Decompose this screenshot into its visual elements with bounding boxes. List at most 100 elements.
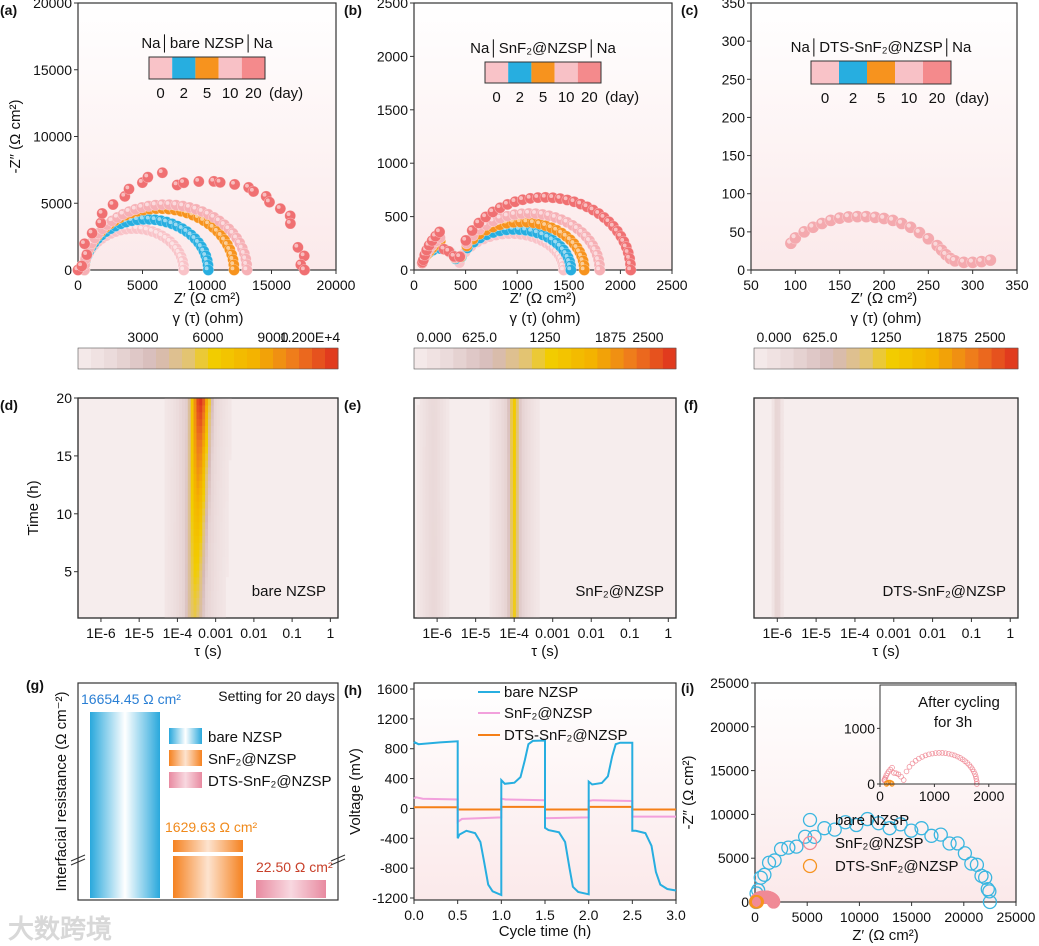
heatmap-cell — [515, 597, 520, 605]
heatmap-cell — [179, 514, 183, 523]
heatmap-cell — [422, 501, 427, 509]
heatmap-cell — [190, 590, 195, 598]
data-point-highlight — [548, 236, 553, 241]
legend-unit: (day) — [955, 90, 989, 107]
heatmap-cell — [774, 528, 778, 536]
data-point-highlight — [163, 218, 167, 223]
heatmap-cell — [182, 411, 186, 420]
heatmap-cell — [777, 439, 781, 447]
heatmap-cell — [187, 494, 192, 502]
heatmap-cell — [780, 411, 784, 420]
heatmap-cell — [182, 611, 186, 619]
heatmap-cell — [504, 611, 508, 619]
data-point-highlight — [946, 254, 951, 259]
heatmap-cell — [219, 549, 223, 557]
data-point — [86, 227, 98, 239]
heatmap-cell — [780, 466, 784, 475]
heatmap-cell — [193, 411, 197, 420]
heatmap-cell — [521, 480, 526, 488]
heatmap-cell — [510, 528, 514, 536]
heatmap-cell — [446, 597, 450, 605]
heatmap-cell — [437, 411, 441, 420]
data-point-highlight — [121, 192, 126, 197]
heatmap-cell — [208, 611, 212, 619]
heatmap-cell — [228, 411, 232, 420]
x-tick-label: 100 — [784, 277, 808, 293]
heatmap-cell — [179, 487, 183, 495]
heatmap-cell — [416, 459, 421, 468]
panel-label: (c) — [681, 2, 698, 18]
heatmap-cell — [222, 453, 226, 461]
data-point-highlight — [968, 258, 973, 263]
heatmap-cell — [196, 466, 200, 475]
heatmap-cell — [193, 590, 197, 598]
data-point-highlight — [185, 203, 190, 208]
heatmap-cell — [208, 487, 212, 495]
heatmap-cell — [422, 521, 427, 530]
heatmap-cell — [222, 418, 226, 426]
heatmap-cell — [164, 514, 169, 523]
heatmap-cell — [208, 425, 212, 433]
heatmap-cell — [173, 535, 177, 543]
heatmap-cell — [199, 473, 203, 481]
heatmap-cell — [419, 473, 424, 481]
colorbar-segment — [492, 348, 507, 369]
heatmap-cell — [446, 604, 450, 612]
heatmap-cell — [167, 590, 171, 598]
heatmap-cell — [443, 487, 447, 495]
data-point-highlight — [119, 210, 124, 215]
data-point-highlight — [503, 200, 508, 205]
heatmap-cell — [419, 418, 424, 426]
heatmap-cell — [530, 487, 534, 495]
heatmap-cell — [501, 576, 505, 585]
heatmap-cell — [213, 487, 218, 495]
heatmap-cell — [222, 432, 226, 440]
heatmap-cell — [190, 576, 195, 585]
heatmap-cell — [419, 604, 424, 612]
heatmap-cell — [495, 453, 499, 461]
heatmap-cell — [419, 404, 424, 413]
heatmap-cell — [170, 611, 174, 619]
heatmap-cell — [170, 473, 174, 481]
heatmap-cell — [524, 535, 529, 543]
heatmap-cell — [216, 480, 221, 488]
legend-day-label: 2 — [516, 89, 524, 106]
heatmap-cell — [179, 576, 183, 585]
colorbar-segment — [793, 348, 808, 369]
heatmap-cell — [419, 549, 424, 557]
heatmap-cell — [504, 439, 508, 447]
colorbar-segment — [584, 348, 598, 369]
heatmap-cell — [440, 494, 444, 502]
heatmap-cell — [527, 604, 531, 612]
heatmap-cell — [527, 404, 531, 413]
heatmap-cell — [210, 569, 215, 578]
legend-swatch — [867, 61, 895, 84]
inset-data-point — [942, 750, 949, 756]
heatmap-cell — [510, 535, 514, 543]
heatmap-cell — [510, 576, 514, 585]
data-point — [228, 178, 241, 191]
heatmap-cell — [440, 453, 444, 461]
heatmap-cell — [164, 576, 169, 585]
legend-swatch — [531, 62, 555, 83]
x-tick-label: 2000 — [605, 277, 636, 293]
heatmap-cell — [170, 576, 174, 585]
heatmap-cell — [216, 590, 221, 598]
heatmap-cell — [777, 508, 781, 516]
heatmap-cell — [182, 508, 186, 516]
heatmap-cell — [208, 480, 212, 488]
heatmap-cell — [205, 528, 209, 536]
heatmap-cell — [193, 453, 197, 461]
heatmap-cell — [431, 542, 435, 550]
data-point-highlight — [924, 234, 929, 240]
heatmap-cell — [774, 453, 778, 461]
heatmap-cell — [524, 569, 529, 578]
heatmap-cell — [179, 611, 183, 619]
heatmap-cell — [437, 453, 441, 461]
heatmap-cell — [443, 597, 447, 605]
heatmap-cell — [533, 576, 537, 585]
legend-day-label: 10 — [901, 90, 918, 107]
x-axis-label: Z′ (Ω cm²) — [851, 290, 918, 307]
panel-b: 0 500 1000 1500 2000 250005001000150020002500… — [344, 0, 688, 307]
data-point — [984, 253, 997, 267]
